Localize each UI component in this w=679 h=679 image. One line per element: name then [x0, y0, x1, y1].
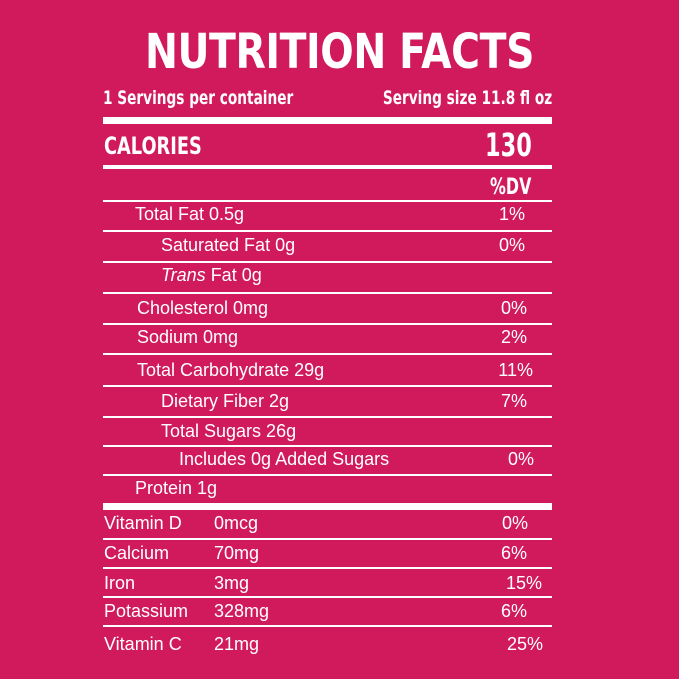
divider	[103, 416, 552, 418]
calcium-dv: 6%	[500, 543, 527, 563]
calcium-name: Calcium	[104, 543, 170, 563]
divider	[103, 200, 552, 202]
divider	[103, 567, 552, 569]
vitamin-c-amount: 21mg	[214, 634, 260, 654]
divider	[103, 261, 552, 263]
thick-divider	[103, 503, 552, 510]
divider	[103, 323, 552, 325]
divider	[103, 353, 552, 355]
divider	[103, 385, 552, 387]
nutrient-cholesterol-dv: 0%	[500, 298, 527, 318]
nutrient-added-sugars: Includes 0g Added Sugars	[179, 449, 390, 469]
calories-value: 130	[485, 126, 532, 164]
divider	[103, 230, 552, 232]
divider	[103, 474, 552, 476]
nutrition-facts-title: NUTRITION FACTS	[144, 24, 535, 80]
divider	[103, 445, 552, 447]
divider	[103, 292, 552, 294]
vitamin-d-dv: 0%	[501, 513, 528, 533]
iron-name: Iron	[104, 573, 136, 593]
thick-divider	[103, 117, 552, 124]
vitamin-c-name: Vitamin C	[104, 634, 182, 654]
iron-amount: 3mg	[214, 573, 250, 593]
nutrient-dietary-fiber-dv: 7%	[500, 391, 527, 411]
serving-size: Serving size 11.8 fl oz	[382, 87, 552, 109]
nutrient-saturated-fat-dv: 0%	[498, 235, 525, 255]
trans-italic-label: Trans	[161, 265, 206, 285]
nutrient-sodium: Sodium 0mg	[137, 327, 239, 347]
daily-value-header: %DV	[489, 175, 531, 200]
servings-per-container: 1 Servings per container	[103, 87, 294, 109]
vitamin-d-amount: 0mcg	[214, 513, 259, 533]
nutrient-total-carbohydrate-dv: 11%	[498, 360, 533, 380]
iron-dv: 15%	[505, 573, 542, 593]
nutrient-total-sugars: Total Sugars 26g	[161, 421, 297, 441]
divider	[103, 538, 552, 540]
nutrient-sodium-dv: 2%	[500, 327, 527, 347]
potassium-amount: 328mg	[214, 601, 270, 621]
vitamin-d-name: Vitamin D	[104, 513, 182, 533]
nutrient-total-carbohydrate: Total Carbohydrate 29g	[137, 360, 325, 380]
nutrient-dietary-fiber: Dietary Fiber 2g	[161, 391, 290, 411]
potassium-dv: 6%	[500, 601, 527, 621]
nutrient-total-fat-dv: 1%	[498, 204, 525, 224]
divider	[103, 596, 552, 598]
divider	[103, 625, 552, 627]
calories-label: CALORIES	[104, 132, 202, 160]
nutrient-added-sugars-dv: 0%	[507, 449, 534, 469]
nutrient-saturated-fat: Saturated Fat 0g	[161, 235, 296, 255]
trans-fat-amount: Fat 0g	[205, 265, 262, 285]
vitamin-c-dv: 25%	[506, 634, 543, 654]
medium-divider	[103, 165, 552, 169]
nutrient-cholesterol: Cholesterol 0mg	[137, 298, 269, 318]
nutrient-protein: Protein 1g	[135, 478, 218, 498]
potassium-name: Potassium	[104, 601, 189, 621]
nutrient-total-fat: Total Fat 0.5g	[135, 204, 245, 224]
nutrient-trans-fat: Trans Fat 0g	[161, 264, 262, 286]
calcium-amount: 70mg	[214, 543, 260, 563]
